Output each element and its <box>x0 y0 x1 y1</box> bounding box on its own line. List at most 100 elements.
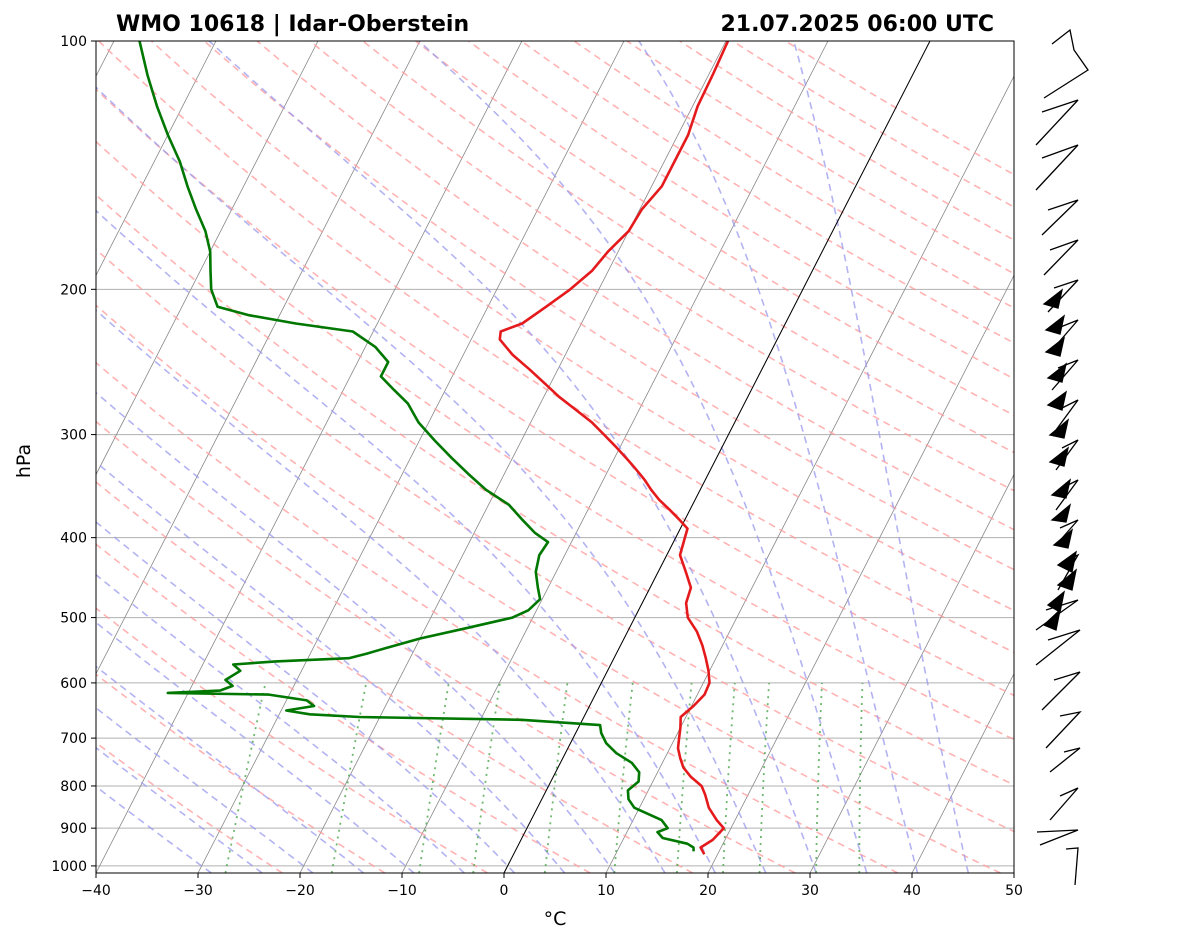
dry-adiabat-line <box>96 361 899 873</box>
mixing-ratio-line <box>722 682 736 873</box>
wind-barb-pennant <box>1046 362 1068 383</box>
moist-adiabat-line <box>96 706 314 873</box>
y-tick-label: 100 <box>60 34 87 50</box>
isotherm-line <box>96 41 217 277</box>
x-tick-label: −40 <box>81 883 111 899</box>
wind-barb <box>1043 239 1079 276</box>
y-axis-ticks: 1000 900 800 700 600 500 400 300 200 100 <box>51 34 96 875</box>
isotherm-line <box>96 41 523 873</box>
y-axis-label: hPa <box>13 444 35 478</box>
dry-adiabat-line <box>573 41 1014 309</box>
moist-adiabat-line <box>793 41 970 873</box>
mixing-ratio-line <box>543 682 569 873</box>
zero-degree-isotherm <box>503 41 931 873</box>
moist-adiabat-line <box>96 309 666 873</box>
station-title: WMO 10618 | Idar-Oberstein <box>116 12 469 37</box>
wind-barb-pennant <box>1042 288 1064 309</box>
isotherm-line <box>96 41 319 476</box>
wind-barb <box>1055 399 1079 431</box>
wind-barb-pennant <box>1046 590 1065 614</box>
isotherm-line <box>809 473 1014 873</box>
wind-barb <box>1035 629 1081 666</box>
dry-adiabat-line <box>679 41 1014 241</box>
y-tick-label: 400 <box>60 531 87 547</box>
isotherm-line <box>911 672 1014 873</box>
wind-barb-pennant <box>1056 550 1077 573</box>
x-tick-label: 0 <box>500 883 509 899</box>
moist-adiabat-line <box>208 41 817 873</box>
dry-adiabat-line <box>309 41 1014 492</box>
wind-barb-pennant <box>1056 568 1077 591</box>
isotherm-lines <box>0 41 1014 873</box>
isotherm-line <box>0 41 12 873</box>
dry-adiabat-lines <box>96 41 1014 873</box>
mixing-ratio-line <box>858 682 864 873</box>
x-tick-label: −20 <box>285 883 315 899</box>
wind-barb-pennant <box>1050 503 1072 523</box>
x-tick-label: 30 <box>801 883 819 899</box>
y-tick-label: 700 <box>60 731 87 747</box>
mixing-ratio-line <box>613 682 634 873</box>
moist-adiabat-line <box>96 461 566 873</box>
temperature-profile-line <box>498 41 730 855</box>
wind-barb <box>1035 144 1079 191</box>
dry-adiabat-line <box>96 420 796 873</box>
dry-adiabat-line <box>96 741 283 873</box>
moist-adiabat-line <box>96 391 616 873</box>
dry-adiabat-line <box>96 673 386 873</box>
isotherm-line <box>605 75 1014 873</box>
wind-barb-pennant <box>1042 608 1062 631</box>
dry-adiabat-line <box>256 41 1014 531</box>
moist-adiabat-line <box>96 785 212 873</box>
moist-adiabat-lines <box>96 41 970 873</box>
dry-adiabat-line <box>732 41 1014 208</box>
moist-adiabat-line <box>638 41 919 873</box>
x-tick-label: 50 <box>1005 883 1023 899</box>
y-tick-label: 200 <box>60 282 87 298</box>
mixing-ratio-line <box>758 682 770 873</box>
dry-adiabat-line <box>96 248 1014 833</box>
wind-barb-pennant <box>1050 478 1072 499</box>
wind-barb-pennant <box>1046 390 1068 411</box>
isotherm-line <box>1013 872 1014 873</box>
isotherm-line <box>197 41 625 873</box>
wind-barb-pennant <box>1044 314 1066 335</box>
isotherm-line <box>707 274 1014 873</box>
y-tick-label: 500 <box>60 611 87 627</box>
wind-barb <box>1047 279 1079 313</box>
moist-adiabat-line <box>96 573 465 873</box>
y-tick-label: 600 <box>60 676 87 692</box>
x-tick-label: 10 <box>597 883 615 899</box>
x-axis-ticks: −40 −30 −20 −10 0 10 20 30 40 50 <box>81 873 1023 899</box>
mixing-ratio-line <box>224 682 267 873</box>
dry-adiabat-line <box>96 481 694 873</box>
wind-barb <box>1065 847 1079 886</box>
dry-adiabat-line <box>96 543 591 873</box>
moist-adiabat-line <box>418 41 868 873</box>
plot-area <box>0 41 1014 873</box>
plot-frame <box>95 40 1015 874</box>
dry-adiabat-line <box>785 41 1014 176</box>
isotherm-line <box>401 41 829 873</box>
wind-barb <box>1036 829 1079 846</box>
wind-barb-pennant <box>1048 446 1070 467</box>
dry-adiabat-line <box>203 41 1014 571</box>
wind-barb <box>1043 28 1089 99</box>
wind-barb <box>1041 671 1081 711</box>
dry-adiabat-line <box>96 304 1001 873</box>
dewpoint-profile-line <box>138 41 695 852</box>
x-tick-label: 20 <box>699 883 717 899</box>
dry-adiabat-line <box>96 88 1014 697</box>
dry-adiabat-line <box>96 607 488 873</box>
x-tick-label: −10 <box>387 883 417 899</box>
y-tick-label: 900 <box>60 821 87 837</box>
y-tick-label: 300 <box>60 428 87 444</box>
y-tick-label: 800 <box>60 779 87 795</box>
dry-adiabat-line <box>468 41 1014 380</box>
dry-adiabat-line <box>96 193 1014 786</box>
moist-adiabat-line <box>96 521 515 873</box>
mixing-ratio-lines <box>224 682 864 873</box>
dry-adiabat-line <box>520 41 1014 344</box>
wind-barb <box>1045 710 1082 749</box>
